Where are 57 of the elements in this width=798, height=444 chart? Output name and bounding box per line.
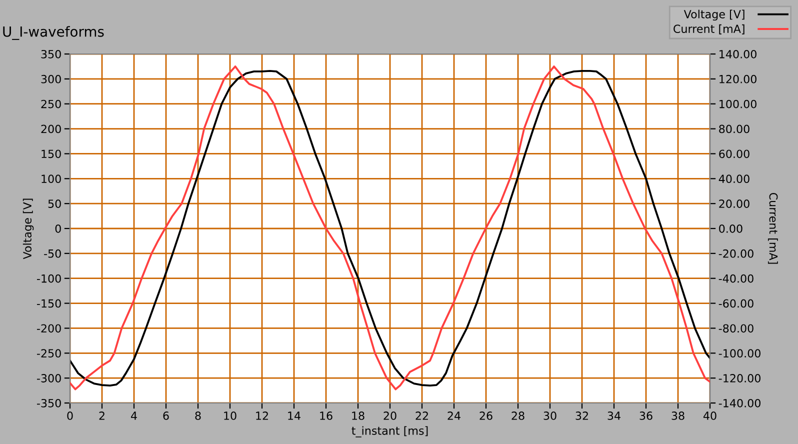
x-tick-label: 18 <box>352 412 364 420</box>
y2-tick-label: 60.00 <box>719 150 750 158</box>
y-tick-label: 300 <box>41 74 61 84</box>
x-tick-label: 14 <box>288 412 300 420</box>
y-tick-label: -50 <box>44 249 61 258</box>
y-tick-label: 150 <box>42 150 61 158</box>
chart-title: U_I-waveforms <box>3 26 104 40</box>
x-tick-label: 22 <box>416 412 428 420</box>
y-tick-label: -300 <box>36 374 61 382</box>
y-tick-label: 50 <box>48 200 61 208</box>
x-tick-label: 32 <box>576 412 588 420</box>
y2-tick-label: 40.00 <box>718 174 750 184</box>
y2-axis-title: Current [mA] <box>768 192 778 264</box>
x-tick-label: 2 <box>99 412 104 420</box>
y-axis-title: Voltage [V] <box>22 198 34 260</box>
y2-tick-label: -100.00 <box>718 349 760 358</box>
x-tick-label: 0 <box>67 412 73 420</box>
x-tick-label: 36 <box>640 412 652 420</box>
x-tick-label: 34 <box>608 412 620 420</box>
x-tick-label: 24 <box>448 412 460 420</box>
y2-tick-label: -40.00 <box>718 274 754 283</box>
y-tick-label: -150 <box>36 299 61 308</box>
x-tick-label: 26 <box>480 412 492 420</box>
x-tick-label: 12 <box>256 412 268 420</box>
y2-tick-label: 0.00 <box>719 224 742 233</box>
y2-tick-label: -60.00 <box>718 299 754 308</box>
x-tick-label: 6 <box>163 412 169 420</box>
legend-label: Current [mA] <box>674 24 744 34</box>
x-tick-label: 16 <box>320 412 332 420</box>
x-axis-title: t_instant [ms] <box>352 426 428 438</box>
y-tick-label: -100 <box>36 274 61 283</box>
y2-tick-label: 140.00 <box>720 50 756 58</box>
y2-tick-label: -80.00 <box>718 324 754 333</box>
y-tick-label: 200 <box>41 124 61 134</box>
y2-tick-label: 100.00 <box>720 100 756 108</box>
y-tick-label: -250 <box>36 349 61 358</box>
x-tick-label: 30 <box>544 412 556 420</box>
x-tick-label: 10 <box>224 412 236 420</box>
y-tick-label: 0 <box>55 224 61 233</box>
x-tick-label: 28 <box>512 412 524 420</box>
x-tick-label: 40 <box>703 412 716 420</box>
y2-tick-label: -140.00 <box>718 398 760 408</box>
y2-tick-label: -120.00 <box>718 374 760 382</box>
legend-label: Voltage [V] <box>684 10 744 21</box>
y2-tick-label: 20.00 <box>719 200 750 208</box>
y2-tick-label: 80.00 <box>719 124 750 134</box>
y-tick-label: 350 <box>41 50 61 58</box>
y-tick-label: 100 <box>42 174 61 184</box>
x-tick-label: 8 <box>195 412 201 420</box>
x-tick-label: 4 <box>131 412 137 420</box>
x-tick-label: 20 <box>384 412 396 420</box>
y2-tick-label: 120.00 <box>720 74 756 84</box>
y-tick-label: 250 <box>41 100 61 108</box>
y-tick-label: -350 <box>36 398 61 408</box>
x-tick-label: 38 <box>672 412 684 420</box>
y2-tick-label: -20.00 <box>718 249 754 258</box>
y-tick-label: -200 <box>36 324 61 333</box>
